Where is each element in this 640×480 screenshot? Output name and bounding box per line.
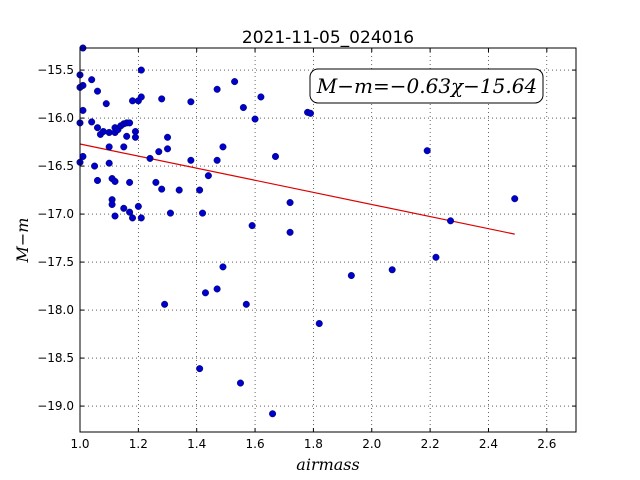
data-point	[99, 128, 107, 136]
y-tick-label: −16.5	[37, 159, 74, 173]
data-point	[102, 100, 110, 108]
data-point	[306, 109, 314, 117]
data-point	[94, 87, 102, 95]
data-point	[388, 266, 396, 274]
data-point	[105, 143, 113, 151]
data-point	[231, 78, 239, 86]
data-point	[423, 147, 431, 155]
data-point	[158, 95, 166, 103]
data-point	[251, 115, 259, 123]
data-point	[315, 320, 323, 328]
data-point	[219, 263, 227, 271]
data-point	[134, 202, 142, 210]
data-point	[126, 178, 134, 186]
data-point	[257, 93, 265, 101]
data-point	[137, 93, 145, 101]
data-point	[129, 214, 137, 222]
x-tick-label: 1.6	[246, 437, 265, 451]
data-point	[175, 186, 183, 194]
data-point	[432, 253, 440, 261]
data-point	[120, 204, 128, 212]
plot-frame	[79, 47, 577, 433]
data-point	[146, 154, 154, 162]
fit-equation-text: M−m=−0.63χ−15.64	[316, 74, 537, 98]
data-point	[196, 365, 204, 373]
y-tick-label: −16.0	[37, 111, 74, 125]
data-point	[137, 66, 145, 74]
x-tick-label: 1.0	[70, 437, 89, 451]
data-points	[76, 44, 519, 418]
data-point	[137, 214, 145, 222]
data-point	[88, 118, 96, 126]
y-tick-label: −18.5	[37, 351, 74, 365]
y-tick-label: −19.0	[37, 399, 74, 413]
data-point	[79, 152, 87, 160]
x-axis-ticks: 1.0 1.2 1.4 1.6 1.8 2.0 2.2 2.4 2.6	[70, 48, 556, 451]
data-point	[88, 76, 96, 84]
y-tick-label: −18.0	[37, 303, 74, 317]
data-point	[236, 379, 244, 387]
data-point	[271, 152, 279, 160]
data-point	[94, 124, 102, 132]
data-point	[187, 156, 195, 164]
x-tick-label: 1.2	[129, 437, 148, 451]
data-point	[111, 212, 119, 220]
data-point	[213, 85, 221, 93]
data-point	[161, 300, 169, 308]
data-point	[164, 133, 172, 141]
data-point	[131, 133, 139, 141]
chart-title: 2021-11-05_024016	[242, 28, 414, 48]
data-point	[286, 228, 294, 236]
y-tick-label: −15.5	[37, 63, 74, 77]
y-axis-ticks: −15.5 −16.0 −16.5 −17.0 −17.5 −18.0 −18.5 −19.0	[37, 63, 576, 413]
y-tick-label: −17.5	[37, 255, 74, 269]
data-point	[204, 172, 212, 180]
data-point	[105, 128, 113, 136]
data-point	[164, 145, 172, 153]
data-point	[201, 289, 209, 297]
data-point	[126, 208, 134, 216]
data-point	[105, 159, 113, 167]
y-tick-label: −17.0	[37, 207, 74, 221]
plot-area	[80, 48, 576, 432]
data-point	[447, 217, 455, 225]
x-axis-label: airmass	[296, 455, 359, 474]
x-tick-label: 2.2	[421, 437, 440, 451]
data-point	[91, 162, 99, 170]
data-point	[219, 143, 227, 151]
data-point	[123, 132, 131, 140]
data-point	[269, 410, 277, 418]
x-tick-label: 2.6	[537, 437, 556, 451]
data-point	[213, 285, 221, 293]
grid-lines	[79, 48, 576, 432]
data-point	[239, 104, 247, 112]
data-point	[242, 300, 250, 308]
data-point	[158, 185, 166, 193]
data-point	[248, 222, 256, 230]
x-tick-label: 1.4	[187, 437, 206, 451]
data-point	[108, 200, 116, 208]
data-point	[166, 209, 174, 217]
data-point	[347, 272, 355, 280]
y-axis-label: M−m	[13, 218, 32, 264]
data-point	[187, 98, 195, 106]
x-tick-label: 2.4	[479, 437, 498, 451]
x-tick-label: 2.0	[362, 437, 381, 451]
x-tick-label: 1.8	[304, 437, 323, 451]
data-point	[286, 199, 294, 207]
data-point	[213, 156, 221, 164]
data-point	[155, 148, 163, 156]
data-point	[199, 209, 207, 217]
data-point	[511, 195, 519, 203]
data-point	[111, 177, 119, 185]
data-point	[94, 176, 102, 184]
data-point	[152, 178, 160, 186]
data-point	[126, 119, 134, 127]
data-point	[196, 186, 204, 194]
fit-equation-box	[309, 68, 544, 104]
data-point	[129, 97, 137, 105]
data-point	[120, 143, 128, 151]
data-point	[79, 106, 87, 114]
